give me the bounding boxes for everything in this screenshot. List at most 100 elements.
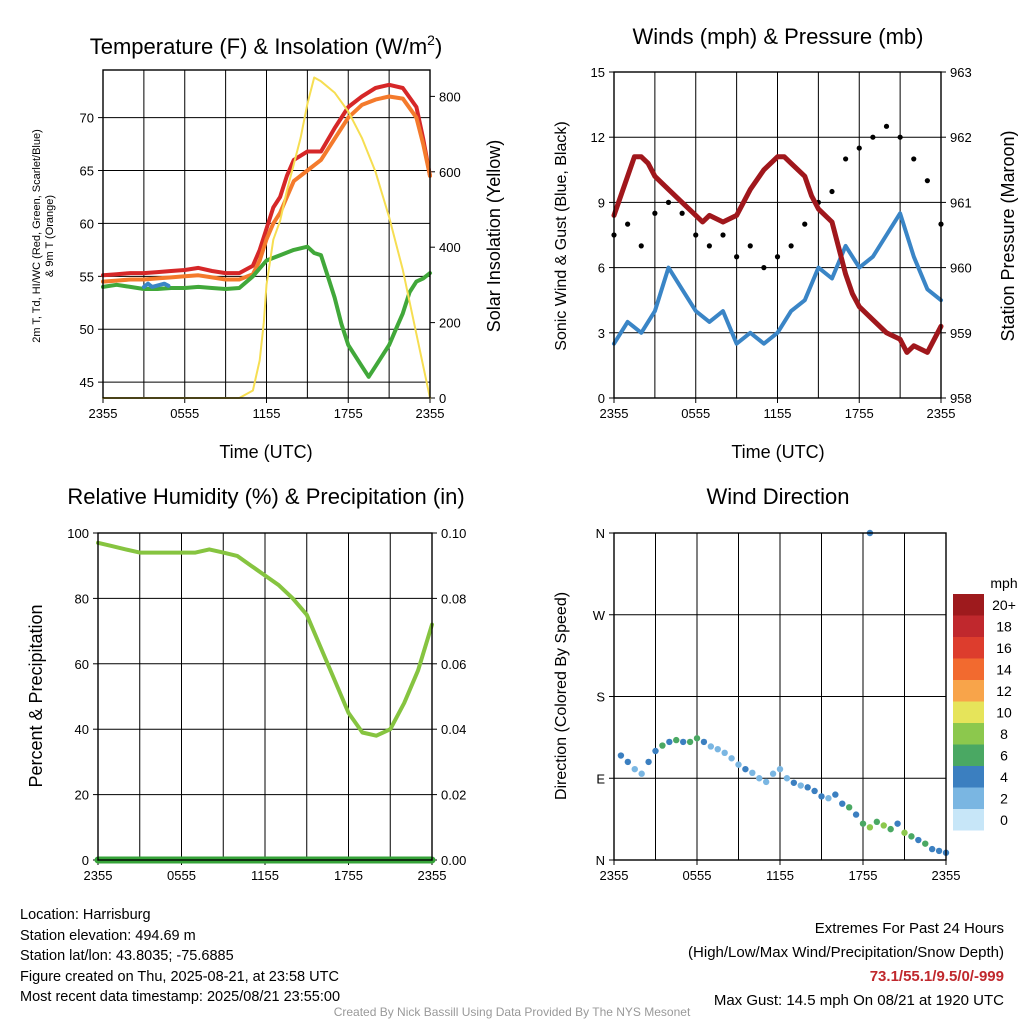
direction-point	[852, 811, 860, 818]
humidity-y2-tick-label: 0.02	[441, 788, 466, 803]
direction-point	[749, 769, 756, 776]
direction-point	[679, 738, 687, 746]
air-temp-series	[101, 82, 432, 278]
direction-point	[721, 749, 728, 757]
temp-y-tick-label: 50	[80, 322, 94, 337]
winds-chart-title: Winds (mph) & Pressure (mb)	[633, 24, 924, 49]
direction-point	[735, 761, 742, 768]
legend-label: 14	[996, 661, 1012, 677]
legend-label: 6	[1000, 747, 1008, 763]
direction-point	[742, 765, 749, 773]
temp-x-tick-label: 1155	[253, 406, 281, 421]
winds-plot-border	[613, 71, 942, 399]
winds-y-tick-label: 12	[591, 130, 605, 145]
wind-direction-panel: Wind Direction Direction (Colored By Spe…	[553, 484, 1018, 883]
winds-y-tick-label: 15	[591, 65, 605, 80]
gust-point	[693, 232, 699, 238]
direction-point	[866, 824, 874, 831]
direction-point	[638, 770, 645, 777]
humidity-x-tick-label: 1755	[334, 868, 363, 883]
station-info: Location: Harrisburg Station elevation: …	[20, 905, 340, 1008]
humidity-x-tick-label: 2355	[84, 868, 113, 883]
humidity-y-tick-label: 20	[75, 788, 89, 803]
wind-direction-y-axis-label: Direction (Colored By Speed)	[553, 592, 570, 800]
gust-point	[734, 254, 740, 260]
direction-point	[935, 847, 943, 855]
max-gust-text: Max Gust: 14.5 mph On 08/21 at 1920 UTC	[713, 992, 1004, 1009]
pressure-series	[611, 154, 944, 355]
gust-point	[897, 134, 903, 140]
humidity-plot-border	[97, 532, 433, 861]
humidity-x-tick-label: 2355	[418, 868, 447, 883]
direction-point	[673, 736, 680, 744]
gust-point	[638, 243, 644, 249]
temp-chart-title: Temperature (F) & Insolation (W/m2)	[90, 32, 443, 59]
direction-point	[839, 800, 846, 807]
legend-swatch	[953, 766, 984, 788]
extremes-box: Extremes For Past 24 Hours (High/Low/Max…	[688, 917, 1004, 1013]
temp-y-tick-label: 70	[80, 111, 94, 126]
wind-direction-y-tick-label: N	[596, 853, 605, 868]
humidity-x-tick-label: 1155	[251, 868, 279, 883]
wind-direction-x-tick-label: 1755	[849, 868, 878, 883]
legend-swatch	[953, 809, 984, 831]
winds-y-tick-label: 9	[598, 195, 605, 210]
wind-direction-x-tick-label: 0555	[683, 868, 712, 883]
legend-swatch	[953, 637, 984, 659]
legend-title: mph	[990, 575, 1017, 591]
legend-label: 12	[996, 683, 1012, 699]
humidity-y2-tick-label: 0.00	[441, 853, 466, 868]
wind-direction-y-tick-label: S	[596, 690, 605, 705]
direction-point	[707, 743, 715, 750]
direction-point	[845, 804, 853, 811]
temp-y2-tick-label: 600	[439, 165, 461, 180]
humidity-y2-tick-label: 0.10	[441, 526, 466, 541]
winds-x-tick-label: 1155	[764, 406, 792, 421]
direction-point	[873, 818, 881, 826]
direction-point	[922, 840, 929, 847]
wind-direction-y-tick-label: N	[596, 526, 605, 541]
legend-label: 18	[996, 618, 1012, 634]
legend-swatch	[953, 658, 984, 680]
legend-label: 0	[1000, 812, 1008, 828]
direction-point	[859, 820, 867, 827]
direction-point	[659, 742, 666, 749]
gust-point	[774, 254, 781, 260]
gust-point	[829, 188, 835, 195]
direction-point	[762, 778, 770, 786]
winds-y2-tick-label: 959	[950, 326, 972, 341]
insolation-y-axis-label: Solar Insolation (Yellow)	[484, 140, 504, 332]
legend-swatch	[953, 787, 984, 809]
temp-y2-tick-label: 800	[439, 89, 461, 104]
temp-x-axis-label: Time (UTC)	[219, 442, 312, 462]
direction-point	[818, 793, 825, 800]
gust-point	[788, 243, 794, 249]
gust-point	[911, 156, 917, 162]
sonic-wind-series	[612, 211, 943, 346]
extremes-title: Extremes For Past 24 Hours	[814, 920, 1004, 937]
winds-y2-tick-label: 963	[950, 65, 972, 80]
legend-label: 20+	[992, 597, 1016, 613]
direction-point	[624, 758, 632, 766]
wind-direction-x-tick-label: 2355	[600, 868, 629, 883]
winds-y2-tick-label: 958	[950, 391, 972, 406]
windchill-series	[141, 281, 171, 289]
legend-label: 16	[996, 640, 1012, 656]
winds-x-tick-label: 1755	[845, 406, 874, 421]
legend-label: 4	[1000, 769, 1008, 785]
temp-y-tick-label: 65	[80, 164, 94, 179]
temp-y-axis-label-line2: & 9m T (Orange)	[44, 195, 56, 277]
gust-point	[843, 156, 849, 162]
gust-point	[761, 265, 767, 271]
direction-point	[887, 825, 894, 833]
direction-point	[645, 758, 652, 766]
extremes-subtitle: (High/Low/Max Wind/Precipitation/Snow De…	[688, 944, 1004, 961]
direction-point	[756, 775, 763, 782]
speed-legend: mph 20+ 18 16 14 12 10 8 6 4 2 0	[953, 575, 1018, 831]
legend-swatch	[953, 594, 984, 616]
temp-x-tick-label: 0555	[170, 406, 199, 421]
location-text: Location: Harrisburg	[20, 907, 151, 923]
winds-y-tick-label: 0	[598, 391, 605, 406]
extremes-values: 73.1/55.1/9.5/0/-999	[869, 968, 1004, 985]
